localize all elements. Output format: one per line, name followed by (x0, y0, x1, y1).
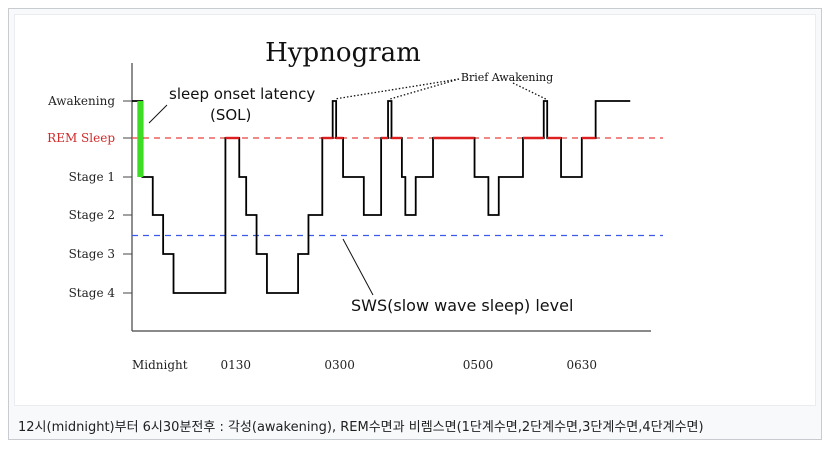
brief-pointer-3 (512, 82, 547, 100)
y-tick-label-stage-2: Stage 2 (69, 208, 115, 222)
sol-label-line1: sleep onset latency (169, 85, 315, 103)
figure-image: Hypnogram Awakening REM Sleep Stage 1 Stage … (14, 14, 816, 406)
y-tick-label-rem-sleep: REM Sleep (47, 131, 115, 145)
brief-pointer-1 (334, 78, 460, 100)
x-tick-label: Midnight (132, 358, 188, 372)
x-tick-label: 0630 (567, 358, 598, 372)
sol-label-line2: (SOL) (210, 106, 251, 124)
x-tick-label: 0130 (221, 358, 252, 372)
sol-pointer (148, 104, 168, 124)
x-tick-label: 0300 (324, 358, 355, 372)
sws-pointer (342, 238, 374, 296)
y-tick-label-stage-4: Stage 4 (69, 286, 116, 300)
chart-title: Hypnogram (265, 38, 421, 68)
figure-caption: 12시(midnight)부터 6시30분전후 : 각성(awakening),… (18, 420, 704, 435)
hypnogram-chart: Hypnogram Awakening REM Sleep Stage 1 Stage … (47, 38, 663, 372)
x-tick-label: 0500 (463, 358, 494, 372)
brief-awakening-label: Brief Awakening (461, 71, 553, 84)
y-tick-label-stage-3: Stage 3 (69, 247, 115, 261)
y-tick-label-stage-1: Stage 1 (69, 170, 115, 184)
sws-label: SWS(slow wave sleep) level (351, 296, 573, 315)
y-tick-label-awakening: Awakening (47, 94, 115, 108)
hypnogram-line (132, 100, 631, 294)
brief-pointer-2 (389, 78, 460, 100)
